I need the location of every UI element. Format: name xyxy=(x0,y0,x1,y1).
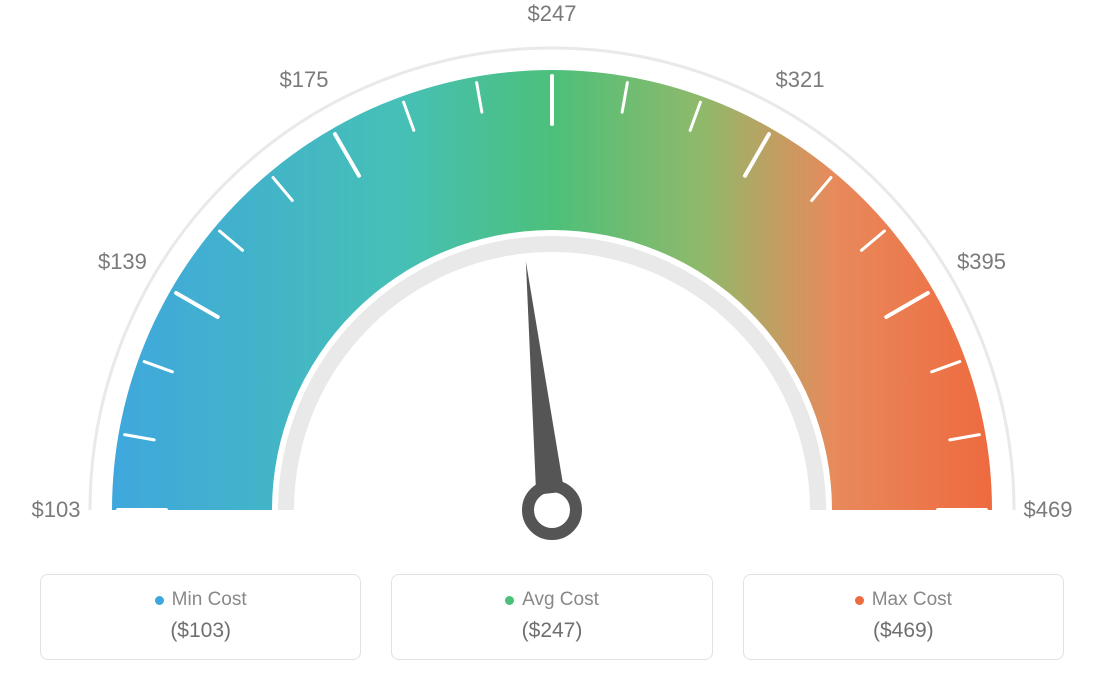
gauge-tick-label: $175 xyxy=(280,67,329,93)
legend-avg-title: Avg Cost xyxy=(505,589,599,611)
cost-gauge: $103 $139 $175 $247 $321 $395 $469 xyxy=(0,0,1104,560)
gauge-svg xyxy=(0,0,1104,560)
gauge-tick-label: $139 xyxy=(98,249,147,275)
legend-avg-box: Avg Cost ($247) xyxy=(391,574,712,660)
legend-max-label: Max Cost xyxy=(872,589,952,611)
gauge-tick-label: $395 xyxy=(957,249,1006,275)
gauge-tick-label: $321 xyxy=(776,67,825,93)
gauge-tick-label: $469 xyxy=(1024,497,1073,523)
legend-avg-value: ($247) xyxy=(402,619,701,643)
legend-row: Min Cost ($103) Avg Cost ($247) Max Cost… xyxy=(0,574,1104,660)
legend-max-value: ($469) xyxy=(754,619,1053,643)
legend-avg-dot xyxy=(505,596,514,605)
legend-min-title: Min Cost xyxy=(155,589,247,611)
legend-max-title: Max Cost xyxy=(855,589,952,611)
legend-min-box: Min Cost ($103) xyxy=(40,574,361,660)
legend-min-label: Min Cost xyxy=(172,589,247,611)
gauge-tick-label: $247 xyxy=(528,1,577,27)
legend-max-dot xyxy=(855,596,864,605)
legend-max-box: Max Cost ($469) xyxy=(743,574,1064,660)
legend-min-value: ($103) xyxy=(51,619,350,643)
gauge-tick-label: $103 xyxy=(32,497,81,523)
legend-min-dot xyxy=(155,596,164,605)
legend-avg-label: Avg Cost xyxy=(522,589,599,611)
